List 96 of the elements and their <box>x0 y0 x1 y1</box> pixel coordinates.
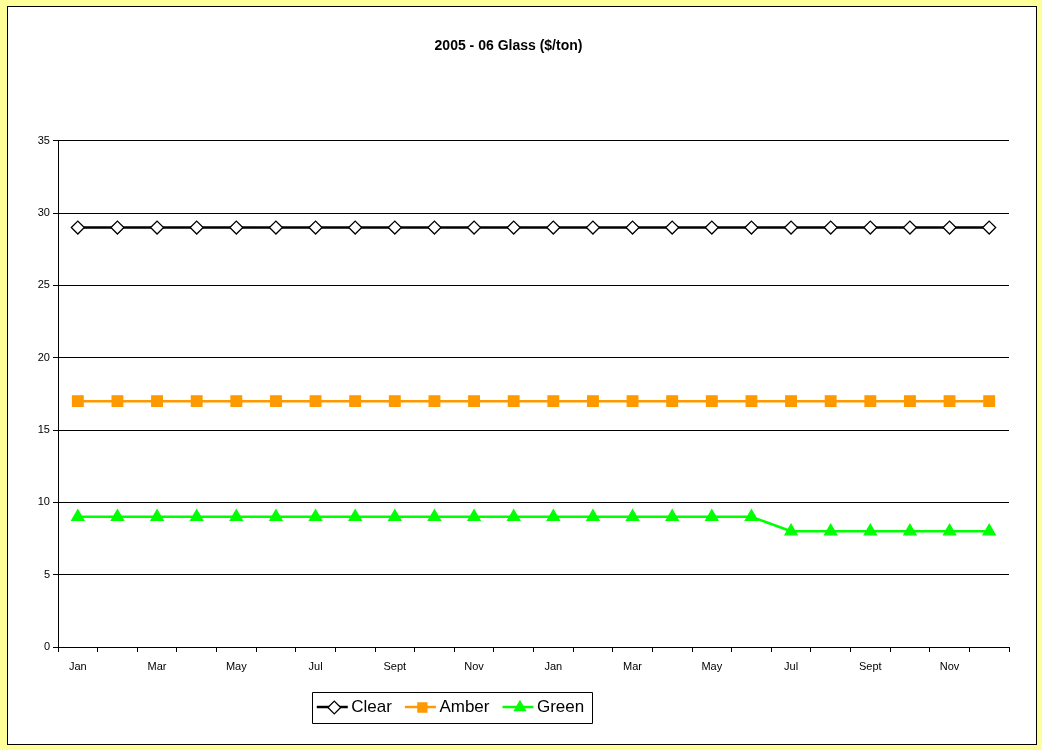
point <box>823 220 838 235</box>
x-tick-label: Mar <box>623 659 643 672</box>
point <box>824 395 837 408</box>
point <box>705 509 719 521</box>
point <box>349 395 362 408</box>
point <box>546 220 561 235</box>
point <box>70 220 85 235</box>
point <box>348 220 363 235</box>
point <box>983 395 996 408</box>
point <box>110 220 125 235</box>
point <box>189 220 204 235</box>
y-tick-label: 10 <box>37 495 50 508</box>
x-tick-label: Sept <box>383 659 407 672</box>
legend-label: Amber <box>439 697 490 717</box>
point <box>71 395 84 408</box>
point <box>506 220 521 235</box>
point <box>507 395 520 408</box>
point <box>903 395 916 408</box>
point <box>230 395 243 408</box>
y-tick-label: 5 <box>43 567 50 580</box>
point <box>308 509 323 521</box>
point <box>151 395 164 408</box>
point <box>189 509 204 521</box>
point <box>467 509 481 521</box>
point <box>229 509 244 521</box>
legend-label: Green <box>536 697 585 717</box>
point <box>864 395 877 408</box>
point <box>150 509 164 521</box>
point <box>982 523 996 536</box>
point <box>428 395 441 408</box>
y-tick-label: 0 <box>43 640 50 653</box>
point <box>468 395 481 408</box>
point <box>427 220 442 235</box>
point <box>190 395 203 408</box>
point <box>783 220 799 235</box>
point <box>110 509 125 521</box>
x-tick-label: May <box>225 659 248 672</box>
y-tick-label: 15 <box>37 423 50 436</box>
x-tick-label: Sept <box>858 659 882 672</box>
point <box>744 220 759 235</box>
point <box>666 395 679 408</box>
x-tick-label: Jan <box>544 659 563 672</box>
point <box>348 509 362 521</box>
point <box>625 220 640 235</box>
legend-label: Clear <box>351 697 393 717</box>
x-tick-label: Jan <box>68 659 87 672</box>
point <box>943 395 956 408</box>
point <box>388 509 402 521</box>
x-tick-label: Nov <box>939 659 960 672</box>
y-tick-label: 30 <box>37 206 50 219</box>
point <box>269 395 282 408</box>
point <box>902 220 918 235</box>
point <box>705 395 718 408</box>
point <box>745 395 758 408</box>
point <box>863 523 878 536</box>
point <box>229 220 244 235</box>
point <box>111 395 124 408</box>
point <box>268 220 284 235</box>
point <box>665 220 680 235</box>
point <box>903 523 917 536</box>
point <box>586 395 599 408</box>
point <box>785 395 798 408</box>
x-tick-label: Mar <box>147 659 167 672</box>
point <box>71 509 85 521</box>
point <box>784 523 798 536</box>
point <box>823 523 838 536</box>
point <box>585 220 601 235</box>
y-tick-label: 25 <box>37 278 50 291</box>
x-tick-label: Jul <box>308 659 323 672</box>
point <box>427 509 442 521</box>
x-tick-label: Jul <box>784 659 799 672</box>
point <box>387 220 402 235</box>
point <box>982 220 997 235</box>
point <box>506 509 521 521</box>
point <box>942 523 957 536</box>
point <box>625 509 640 521</box>
point <box>665 509 679 521</box>
point <box>149 220 165 235</box>
point <box>466 220 482 235</box>
chart-title: 2005 - 06 Glass ($/ton) <box>434 37 583 54</box>
point <box>586 509 600 521</box>
point <box>308 220 323 235</box>
point <box>269 509 283 521</box>
y-tick-label: 20 <box>37 350 50 363</box>
point <box>546 509 561 521</box>
point <box>547 395 560 408</box>
x-tick-label: Nov <box>464 659 485 672</box>
y-tick-label: 35 <box>37 133 50 146</box>
point <box>388 395 401 408</box>
x-tick-label: May <box>701 659 723 672</box>
point <box>626 395 639 408</box>
point <box>744 509 759 521</box>
point <box>863 220 878 235</box>
point <box>704 220 719 235</box>
point <box>942 220 957 235</box>
point <box>309 395 322 408</box>
